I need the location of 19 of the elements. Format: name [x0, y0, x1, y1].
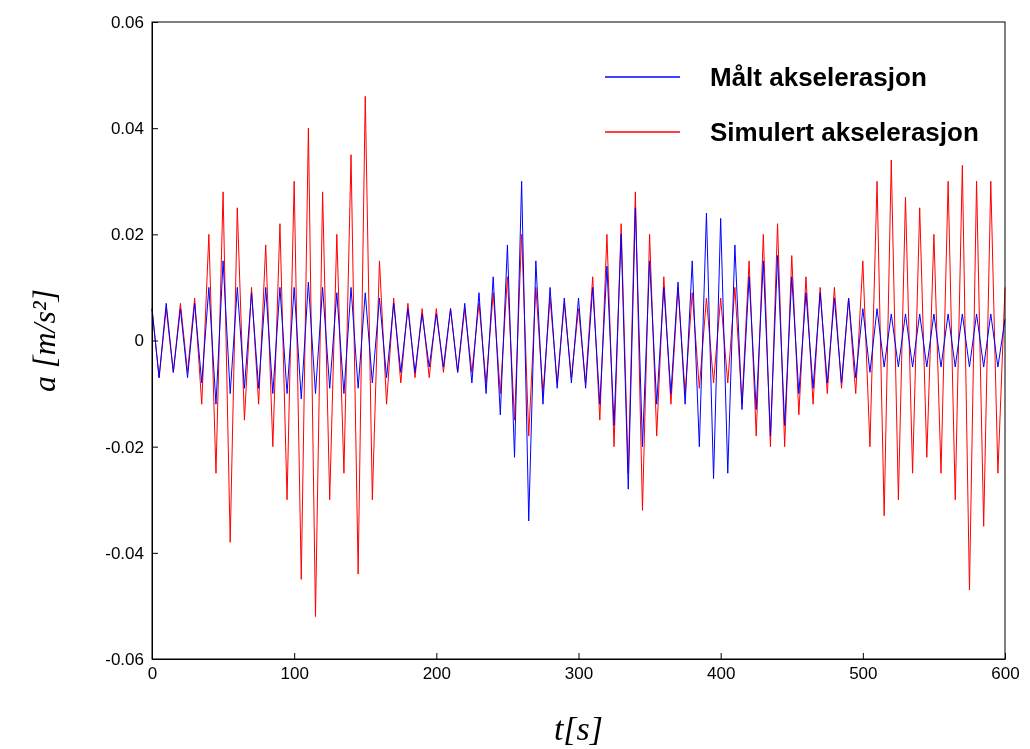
x-tick-label: 200: [422, 664, 452, 684]
y-tick-label: 0: [134, 331, 144, 351]
x-tick-label: 400: [706, 664, 736, 684]
y-tick-label: -0.04: [105, 543, 144, 563]
y-tick-label: -0.06: [105, 649, 144, 669]
x-tick-label: 0: [147, 664, 158, 684]
y-axis-title: a [m/s²]: [26, 289, 62, 392]
x-tick-label: 100: [280, 664, 309, 684]
y-tick-label: 0.04: [110, 119, 144, 139]
y-tick-label: -0.02: [105, 437, 144, 457]
x-tick-label: 600: [991, 664, 1020, 684]
legend-label: Målt akselerasjon: [710, 62, 927, 92]
line-series: [151, 180, 1006, 522]
legend-label: Simulert akselerasjon: [710, 117, 979, 147]
x-tick-label: 500: [849, 664, 878, 684]
x-axis-title: t[s]: [553, 710, 604, 747]
x-tick-label: 300: [564, 664, 594, 684]
y-tick-label: 0.06: [110, 12, 144, 32]
y-tick-label: 0.02: [110, 225, 144, 245]
